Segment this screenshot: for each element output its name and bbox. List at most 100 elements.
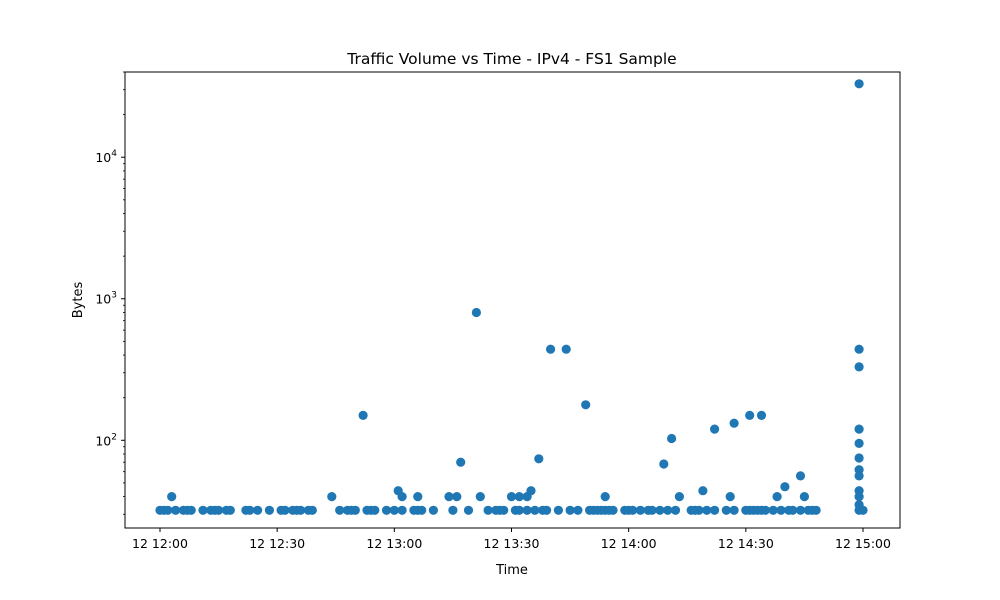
data-point — [608, 505, 618, 515]
data-point — [659, 459, 669, 469]
plot-area-frame — [124, 71, 901, 529]
chart-title: Traffic Volume vs Time - IPv4 - FS1 Samp… — [346, 50, 676, 68]
data-point — [628, 505, 638, 515]
data-point — [854, 471, 864, 481]
data-point — [397, 492, 407, 502]
data-point — [854, 453, 864, 463]
y-axis-label: Bytes — [71, 282, 86, 319]
y-tick-label: 102 — [95, 432, 117, 448]
x-axis: 12 12:00 12 12:30 12 13:00 12 13:30 12 14:00… — [132, 528, 891, 551]
data-point — [526, 486, 536, 496]
data-point — [413, 492, 423, 502]
data-point — [561, 344, 571, 354]
data-point — [327, 492, 337, 502]
data-point — [710, 505, 720, 515]
data-point — [768, 505, 778, 515]
data-point — [397, 505, 407, 515]
data-point — [463, 505, 474, 515]
data-point — [456, 457, 466, 467]
data-point — [854, 79, 864, 89]
data-point — [381, 505, 392, 515]
data-point — [854, 492, 864, 502]
data-point — [307, 505, 317, 515]
data-point — [710, 424, 720, 434]
data-point — [698, 486, 708, 496]
data-point — [186, 505, 196, 515]
data-point — [780, 482, 790, 492]
data-point — [721, 505, 731, 515]
data-point — [655, 505, 665, 515]
data-point — [795, 471, 806, 481]
data-point — [171, 505, 181, 515]
data-point — [670, 505, 681, 515]
x-tick-label: 12 14:00 — [601, 536, 657, 551]
data-point — [370, 505, 380, 515]
data-point — [530, 505, 540, 515]
data-point — [350, 505, 360, 515]
data-point — [253, 505, 263, 515]
x-tick-label: 12 12:00 — [132, 536, 188, 551]
data-point — [854, 344, 864, 354]
data-point — [534, 454, 544, 464]
data-point — [335, 505, 345, 515]
y-tick-label: 103 — [95, 291, 117, 307]
data-point — [858, 505, 868, 515]
data-point — [198, 505, 208, 515]
data-point — [760, 505, 771, 515]
data-point — [417, 505, 427, 515]
data-point — [799, 492, 810, 502]
data-point — [756, 410, 767, 420]
data-points — [155, 79, 868, 515]
data-point — [573, 505, 583, 515]
x-axis-label: Time — [495, 563, 528, 578]
data-point — [663, 505, 673, 515]
data-point — [674, 492, 685, 502]
data-point — [694, 505, 704, 515]
x-tick-label: 12 13:00 — [366, 536, 422, 551]
data-point — [428, 505, 438, 515]
data-point — [475, 492, 485, 502]
data-point — [635, 505, 646, 515]
data-point — [854, 362, 864, 372]
data-point — [214, 505, 224, 515]
x-tick-label: 12 12:30 — [249, 536, 305, 551]
data-point — [667, 433, 677, 444]
data-point — [647, 505, 657, 515]
data-point — [546, 344, 556, 354]
data-point — [444, 492, 454, 502]
data-point — [358, 410, 368, 420]
data-point — [280, 505, 290, 515]
data-point — [553, 505, 564, 515]
data-point — [795, 505, 806, 515]
data-point — [729, 505, 739, 515]
data-point — [471, 307, 481, 318]
data-point — [167, 492, 177, 502]
data-point — [245, 505, 255, 515]
data-point — [772, 492, 782, 502]
data-point — [702, 505, 712, 515]
data-point — [264, 505, 274, 515]
data-point — [225, 505, 235, 515]
data-point — [448, 505, 458, 515]
x-tick-label: 12 14:30 — [718, 536, 774, 551]
data-point — [565, 505, 575, 515]
data-point — [581, 400, 591, 410]
data-point — [452, 492, 462, 502]
data-point — [514, 492, 524, 502]
data-point — [600, 492, 610, 502]
data-point — [542, 505, 552, 515]
data-point — [745, 410, 755, 420]
x-tick-label: 12 15:00 — [835, 536, 891, 551]
data-point — [483, 505, 493, 515]
data-point — [788, 505, 798, 515]
data-point — [163, 505, 173, 515]
y-tick-label: 104 — [95, 149, 117, 165]
data-point — [389, 505, 399, 515]
data-point — [522, 505, 532, 515]
data-point — [499, 505, 509, 515]
data-point — [854, 438, 864, 448]
data-point — [729, 418, 739, 428]
data-point — [506, 492, 517, 502]
data-point — [296, 505, 306, 515]
